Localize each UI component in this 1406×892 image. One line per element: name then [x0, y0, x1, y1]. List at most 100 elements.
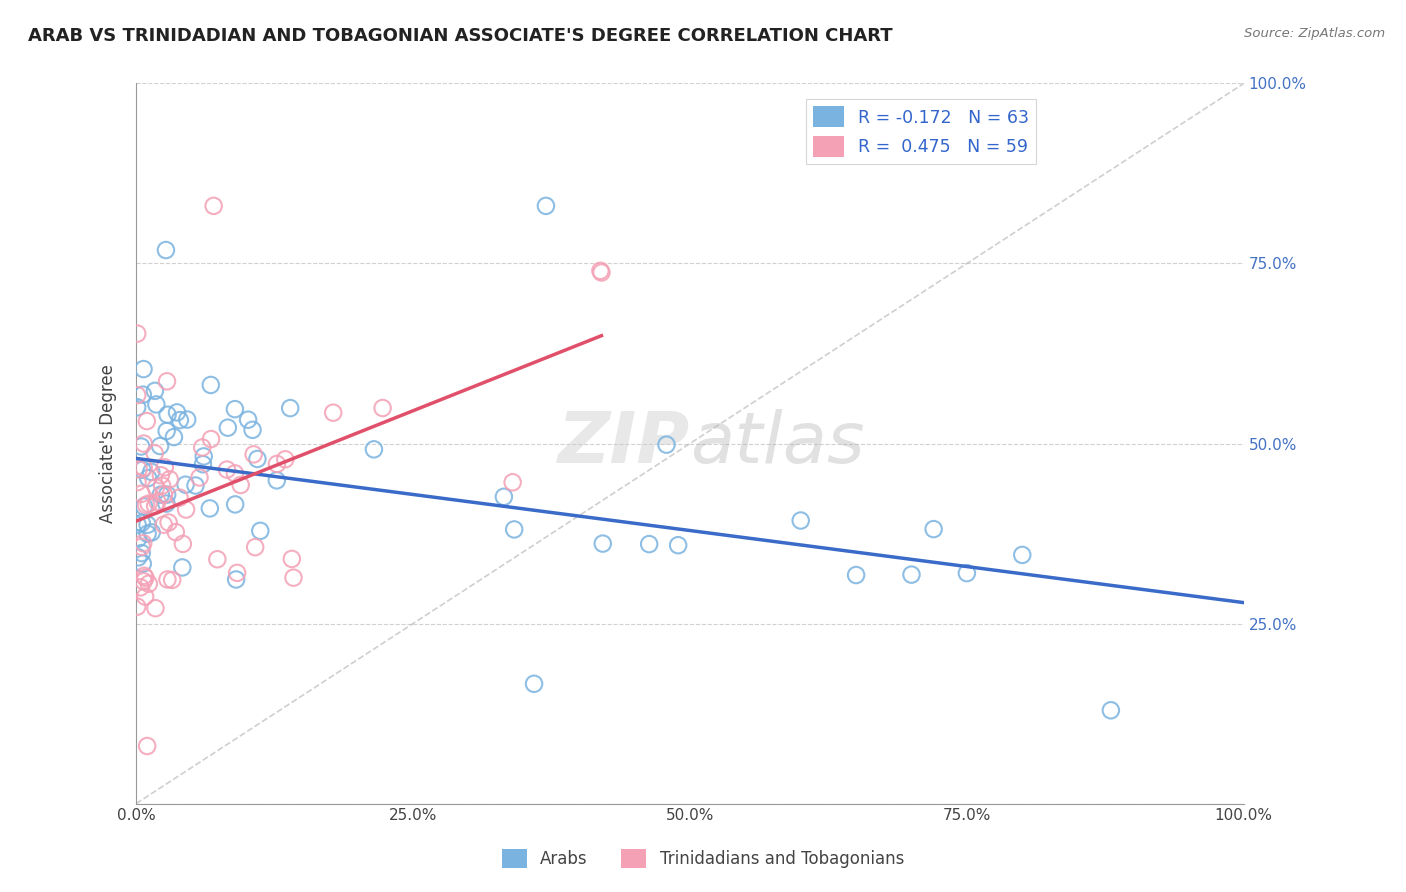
- Point: [143, 499, 166, 513]
- Point: [135, 498, 157, 512]
- Point: [145, 397, 167, 411]
- Point: [193, 450, 215, 464]
- Point: [591, 266, 613, 280]
- Point: [159, 472, 181, 486]
- Point: [266, 474, 288, 488]
- Point: [131, 540, 153, 554]
- Point: [236, 412, 259, 426]
- Point: [132, 557, 155, 571]
- Point: [153, 517, 176, 532]
- Point: [146, 494, 169, 508]
- Text: atlas: atlas: [690, 409, 865, 478]
- Point: [157, 516, 180, 530]
- Point: [163, 430, 186, 444]
- Point: [363, 442, 385, 457]
- Point: [127, 326, 149, 341]
- Point: [176, 412, 198, 426]
- Point: [224, 402, 246, 417]
- Point: [202, 199, 225, 213]
- Point: [165, 525, 187, 540]
- Point: [242, 423, 264, 437]
- Point: [131, 487, 153, 501]
- Point: [127, 599, 149, 614]
- Point: [132, 362, 155, 376]
- Point: [172, 537, 194, 551]
- Point: [156, 374, 179, 388]
- Point: [900, 567, 922, 582]
- Point: [149, 468, 172, 483]
- Point: [156, 487, 179, 501]
- Point: [322, 406, 344, 420]
- Point: [155, 243, 177, 257]
- Point: [153, 460, 176, 475]
- Point: [141, 525, 163, 540]
- Point: [224, 467, 246, 481]
- Point: [283, 571, 305, 585]
- Point: [200, 378, 222, 392]
- Point: [789, 514, 811, 528]
- Point: [503, 523, 526, 537]
- Point: [127, 401, 149, 415]
- Point: [217, 420, 239, 434]
- Point: [138, 576, 160, 591]
- Point: [845, 568, 868, 582]
- Point: [224, 497, 246, 511]
- Point: [174, 477, 197, 491]
- Point: [956, 566, 979, 581]
- Point: [191, 441, 214, 455]
- Point: [166, 405, 188, 419]
- Point: [534, 199, 557, 213]
- Point: [371, 401, 394, 415]
- Point: [132, 536, 155, 550]
- Text: Source: ZipAtlas.com: Source: ZipAtlas.com: [1244, 27, 1385, 40]
- Point: [169, 413, 191, 427]
- Point: [127, 532, 149, 546]
- Point: [592, 536, 614, 550]
- Point: [156, 408, 179, 422]
- Point: [132, 574, 155, 589]
- Point: [274, 452, 297, 467]
- Point: [188, 470, 211, 484]
- Point: [136, 517, 159, 532]
- Point: [143, 384, 166, 398]
- Legend: R = -0.172   N = 63, R =  0.475   N = 59: R = -0.172 N = 63, R = 0.475 N = 59: [806, 99, 1036, 164]
- Point: [172, 560, 194, 574]
- Point: [242, 447, 264, 461]
- Point: [184, 478, 207, 492]
- Point: [131, 516, 153, 530]
- Point: [198, 501, 221, 516]
- Point: [215, 462, 238, 476]
- Point: [153, 487, 176, 501]
- Point: [134, 571, 156, 585]
- Point: [246, 452, 269, 467]
- Point: [138, 497, 160, 511]
- Point: [136, 526, 159, 541]
- Point: [128, 462, 150, 476]
- Point: [225, 573, 247, 587]
- Point: [638, 537, 661, 551]
- Point: [129, 440, 152, 454]
- Point: [145, 601, 167, 615]
- Point: [141, 465, 163, 479]
- Point: [134, 569, 156, 583]
- Point: [145, 480, 167, 494]
- Point: [160, 573, 183, 587]
- Point: [666, 538, 689, 552]
- Point: [127, 475, 149, 489]
- Point: [131, 463, 153, 477]
- Point: [266, 457, 288, 471]
- Point: [156, 424, 179, 438]
- Point: [135, 414, 157, 428]
- Point: [1011, 548, 1033, 562]
- Point: [143, 446, 166, 460]
- Point: [136, 739, 159, 753]
- Point: [136, 471, 159, 485]
- Y-axis label: Associate's Degree: Associate's Degree: [100, 364, 117, 523]
- Point: [655, 437, 678, 451]
- Point: [589, 264, 612, 278]
- Point: [492, 490, 515, 504]
- Point: [523, 677, 546, 691]
- Point: [149, 439, 172, 453]
- Point: [502, 475, 524, 490]
- Point: [132, 460, 155, 475]
